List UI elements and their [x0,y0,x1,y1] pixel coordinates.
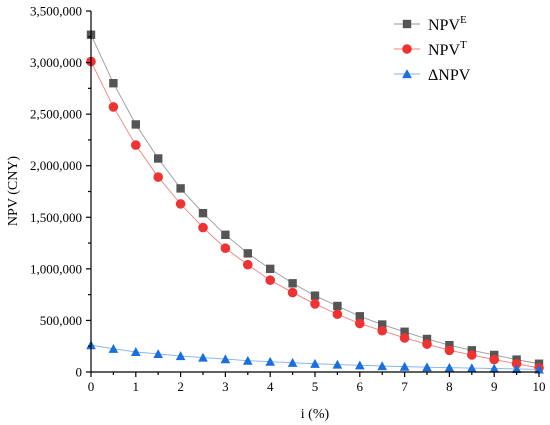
data-point [176,184,185,193]
y-tick-label: 500,000 [40,313,82,328]
data-point [287,357,298,367]
data-point [220,354,231,364]
data-point [108,102,119,112]
data-point [466,363,477,373]
x-tick-label: 5 [312,379,319,394]
data-point [221,230,230,240]
data-point [198,222,208,233]
x-tick-label: 1 [133,379,140,394]
x-tick-label: 9 [491,379,498,394]
data-point [153,349,164,359]
data-point [511,358,522,369]
data-point [399,333,410,343]
data-point [399,361,410,371]
data-point [310,299,320,309]
x-tick-label: 3 [222,379,229,394]
data-point [243,259,253,270]
data-point [310,291,320,300]
data-point [489,354,500,365]
data-point [109,79,118,88]
data-point [332,359,343,369]
y-tick-label: 3,500,000 [30,4,82,19]
data-point [332,309,343,320]
data-point [377,325,388,336]
x-axis-title: i (%) [301,407,330,422]
data-point [131,140,141,150]
legend-label: ΔNPV [428,67,471,84]
y-tick-label: 0 [76,365,83,380]
data-point [422,339,432,349]
data-point [355,318,365,329]
data-point [444,362,455,372]
y-tick-label: 2,000,000 [30,158,82,173]
legend-item: NPVT [394,39,467,59]
x-tick-label: 4 [267,379,274,394]
data-point [400,327,409,336]
data-point [175,351,186,361]
data-point [355,312,364,321]
data-point [333,301,342,311]
data-point [198,208,208,218]
legend-item: NPVE [394,14,467,34]
legend-label: NPVE [428,14,467,34]
data-point [131,120,140,129]
series-line [90,61,540,369]
data-point [266,264,275,274]
x-tick-label: 6 [357,379,364,394]
legend-marker [402,69,412,79]
data-point [287,287,298,298]
legend-label: NPVT [428,39,467,59]
data-point [153,172,163,182]
data-point [265,275,276,286]
legend-marker [402,19,412,29]
data-point [444,345,455,356]
data-point [489,363,500,373]
y-axis-title: NPV (CNY) [6,156,21,226]
data-point [310,358,320,368]
data-point [220,243,231,254]
y-tick-label: 2,500,000 [30,107,82,122]
data-point [378,320,387,329]
data-point [422,362,432,372]
data-point [175,199,186,209]
legend: NPVE NPVT ΔNPV [394,14,471,84]
data-point [243,249,252,258]
series-2 [86,340,544,374]
x-tick-label: 10 [533,379,546,394]
series-0 [86,30,544,368]
data-point [108,343,119,353]
data-point [534,364,544,374]
x-tick-label: 8 [446,379,453,394]
data-point [377,361,388,371]
data-point [288,279,297,288]
x-tick-label: 7 [401,379,408,394]
data-point [154,154,163,163]
data-point [198,352,208,362]
x-tick-label: 2 [177,379,184,394]
data-point [511,364,522,374]
series-line [90,34,540,365]
y-tick-label: 3,000,000 [30,55,82,70]
x-tick-label: 0 [88,379,95,394]
legend-marker [402,44,412,54]
plot-area [86,30,544,374]
series-1 [86,56,544,373]
ticks: 0 1 2 3 4 5 6 7 8 9 10 0 500,000 1,000,000 1,500,000 2,… [30,4,546,395]
y-tick-label: 1,500,000 [30,210,82,225]
data-point [422,334,432,344]
y-tick-label: 1,000,000 [30,261,82,276]
data-point [445,340,454,350]
legend-item: ΔNPV [394,67,471,84]
data-point [130,347,141,356]
data-point [265,356,276,366]
data-point [354,360,365,370]
axes [90,11,539,373]
data-point [467,350,477,360]
data-point [242,355,253,365]
